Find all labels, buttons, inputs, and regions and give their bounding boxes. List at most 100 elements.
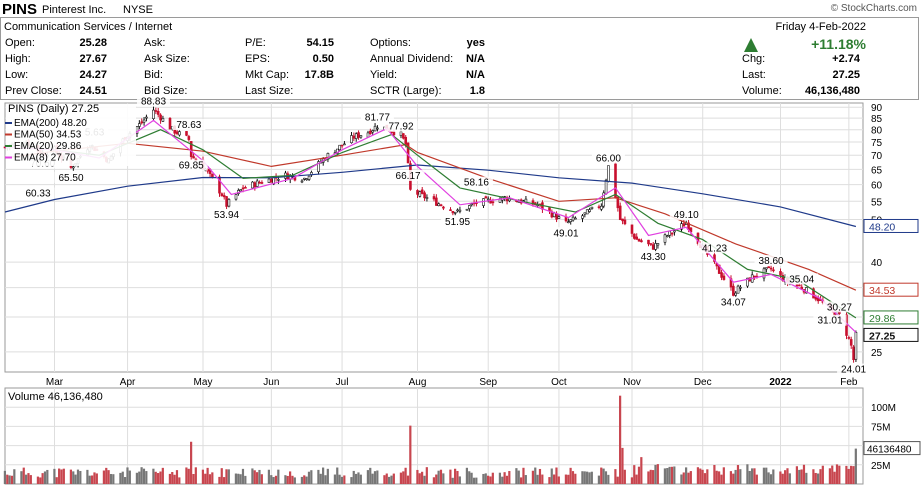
volume-bar <box>220 468 223 484</box>
ema200-line <box>4 164 857 228</box>
volume-bar <box>548 477 551 484</box>
volume-bar <box>729 471 732 484</box>
volume-bar <box>833 471 836 484</box>
volume-bar <box>828 468 831 484</box>
volume-bar <box>817 473 820 484</box>
volume-bar <box>112 474 115 484</box>
volume-bar <box>713 464 716 484</box>
price-annotation: 49.10 <box>674 210 699 221</box>
volume-bar <box>819 469 822 484</box>
candle-body <box>178 131 181 136</box>
sector-label: Communication Services / Internet <box>4 21 172 33</box>
volume-bar <box>173 474 176 484</box>
price-chart-title: PINS (Daily) 27.25 <box>8 103 99 115</box>
volume-bar <box>699 468 702 484</box>
candle-body <box>505 197 509 202</box>
candle-body <box>600 205 603 210</box>
candle-body <box>571 216 575 221</box>
volume-bar <box>673 466 676 484</box>
volume-bar <box>185 467 188 484</box>
volume-bar <box>107 470 110 484</box>
candle-body <box>423 192 426 199</box>
candle-body <box>220 193 224 197</box>
volume-bar <box>161 467 164 484</box>
candle-body <box>635 236 639 240</box>
candle-body <box>305 178 309 181</box>
annotation-bg <box>384 120 418 132</box>
candle-body <box>583 212 587 215</box>
price-tick-label: 65 <box>871 165 883 176</box>
candle-body <box>72 166 75 169</box>
candle-body <box>373 125 377 132</box>
date-tick-label: Oct <box>551 377 567 388</box>
volume-bar <box>487 475 490 484</box>
volume-bar <box>157 473 160 484</box>
volume-bar <box>317 469 320 484</box>
field-value: 24.27 <box>79 69 107 81</box>
candle-body <box>637 239 641 242</box>
price-annotation: 51.95 <box>445 217 470 228</box>
volume-bar <box>607 474 610 484</box>
volume-bar <box>555 467 558 484</box>
price-annotation: 66.00 <box>596 153 621 164</box>
candle-body <box>746 277 749 287</box>
candle-body <box>437 203 441 207</box>
volume-bar <box>383 475 386 484</box>
legend-entry: EMA(200) 48.20 <box>14 118 87 129</box>
field-label: Chg: <box>742 53 765 65</box>
candle-body <box>647 239 650 245</box>
candle-body <box>234 194 238 200</box>
volume-bar <box>256 472 259 484</box>
candle-body <box>338 144 342 151</box>
volume-bar <box>666 468 669 484</box>
volume-bar <box>79 470 82 484</box>
volume-bar <box>175 470 179 484</box>
price-annotation: 34.07 <box>721 298 746 309</box>
volume-title: Volume 46,136,480 <box>8 391 103 403</box>
candle-body <box>451 211 455 214</box>
volume-bar <box>736 465 740 484</box>
volume-bar <box>41 473 44 484</box>
volume-bar <box>253 470 256 484</box>
volume-bar <box>388 476 391 484</box>
price-tick-label: 60 <box>871 181 883 192</box>
volume-bar <box>43 471 47 484</box>
candle-body <box>486 198 490 201</box>
volume-bar <box>633 465 636 484</box>
field-label: Low: <box>5 69 28 81</box>
volume-bar <box>124 477 127 484</box>
volume-tick-label: 25M <box>871 461 890 472</box>
date-tick-label: Jun <box>263 377 279 388</box>
price-annotation: 24.01 <box>841 365 866 376</box>
volume-bar <box>682 472 685 484</box>
right-price-label: 29.86 <box>869 313 895 325</box>
field-label: Annual Dividend: <box>370 53 453 65</box>
volume-bar <box>656 464 659 484</box>
volume-bar <box>128 470 131 484</box>
volume-bar <box>289 471 292 484</box>
volume-bar <box>689 471 692 484</box>
candle-body <box>453 211 457 214</box>
candle-body <box>491 201 495 204</box>
candle-body <box>307 175 311 180</box>
candle-body <box>623 219 627 225</box>
ticker: PINS <box>2 1 37 18</box>
volume-bar <box>307 471 311 484</box>
candle-body <box>649 243 653 245</box>
volume-bar <box>685 467 688 484</box>
date-tick-label: Apr <box>120 377 136 388</box>
volume-bar <box>522 467 525 484</box>
volume-bar <box>663 468 666 484</box>
candle-body <box>218 176 221 194</box>
volume-bar <box>588 472 591 484</box>
volume-bar <box>769 474 773 484</box>
volume-bar <box>293 477 296 484</box>
candle-body <box>640 240 643 243</box>
candle-body <box>531 200 535 205</box>
volume-bar <box>58 468 61 484</box>
volume-bar <box>418 473 421 484</box>
volume-bar <box>814 472 817 484</box>
candle-body <box>187 136 191 140</box>
right-price-label: 34.53 <box>869 285 895 297</box>
annotation-bg <box>174 159 208 171</box>
